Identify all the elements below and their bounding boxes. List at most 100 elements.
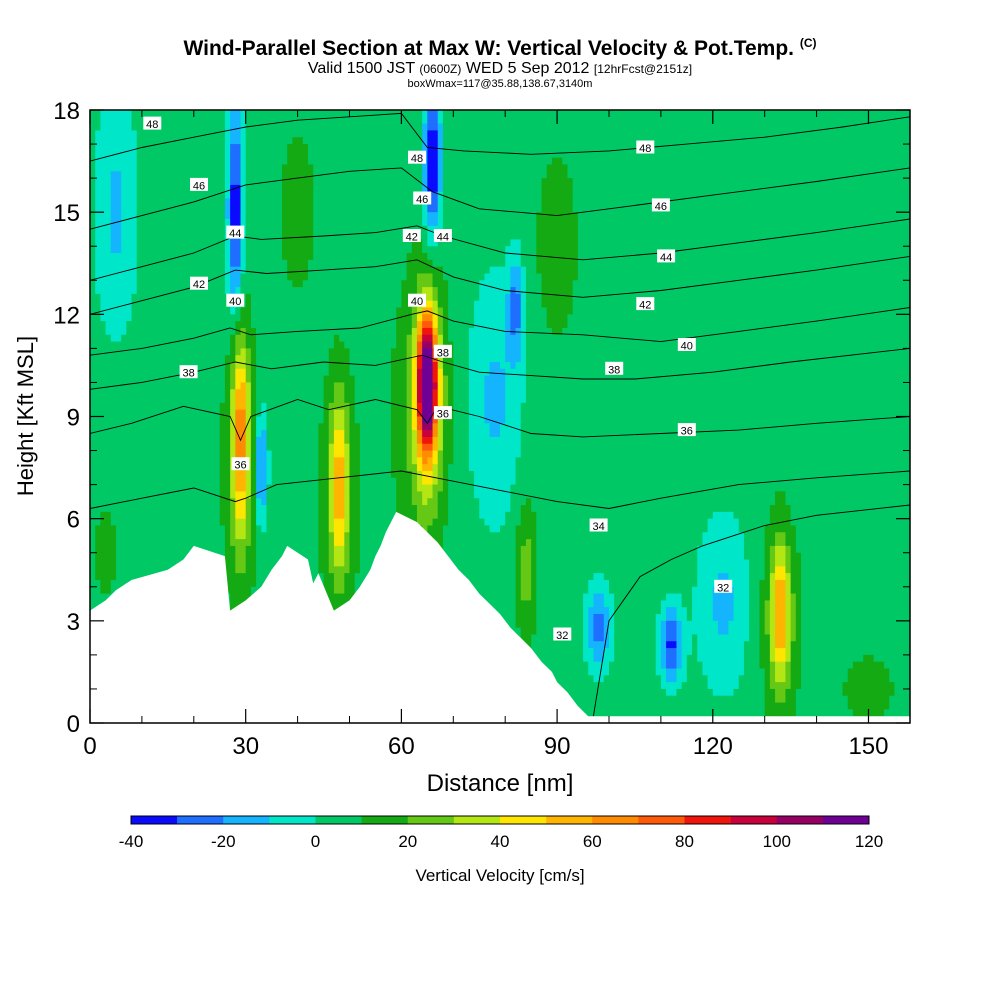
field-cell xyxy=(878,280,885,288)
field-cell xyxy=(743,307,750,315)
field-cell xyxy=(557,191,563,200)
field-cell xyxy=(396,150,402,159)
field-cell xyxy=(500,280,506,288)
field-cell xyxy=(365,280,371,288)
field-cell xyxy=(795,137,802,145)
field-cell xyxy=(894,307,901,315)
field-cell xyxy=(593,280,600,288)
field-cell xyxy=(224,178,231,186)
field-cell xyxy=(105,246,112,254)
field-cell xyxy=(655,157,662,166)
field-cell xyxy=(515,253,522,261)
field-cell xyxy=(282,266,288,275)
field-cell xyxy=(816,307,823,315)
field-cell xyxy=(209,300,216,309)
field-cell xyxy=(198,307,205,315)
field-cell xyxy=(749,307,755,315)
field-cell xyxy=(365,253,371,261)
field-cell xyxy=(743,198,750,206)
field-cell xyxy=(442,137,449,145)
field-cell xyxy=(448,273,454,281)
field-cell xyxy=(858,144,864,152)
field-cell xyxy=(344,123,351,132)
field-cell xyxy=(391,130,397,138)
field-cell xyxy=(816,144,823,152)
field-cell xyxy=(198,259,205,268)
field-cell xyxy=(494,110,501,118)
field-cell xyxy=(510,232,517,241)
field-cell xyxy=(723,164,729,172)
field-cell xyxy=(505,293,511,302)
field-cell xyxy=(671,280,678,288)
field-cell xyxy=(484,198,491,206)
field-cell xyxy=(256,178,262,186)
field-cell xyxy=(266,225,273,234)
field-cell xyxy=(572,198,579,206)
field-cell xyxy=(614,171,620,179)
field-cell xyxy=(660,164,667,172)
field-cell xyxy=(323,144,330,152)
field-cell xyxy=(577,212,584,220)
field-cell xyxy=(391,273,397,281)
field-cell xyxy=(453,246,460,254)
field-cell xyxy=(868,232,875,241)
field-cell xyxy=(328,205,335,213)
field-cell xyxy=(401,205,408,213)
field-cell xyxy=(811,280,818,288)
field-cell xyxy=(276,253,283,261)
field-cell xyxy=(468,239,475,247)
field-cell xyxy=(826,178,833,186)
field-cell xyxy=(858,178,864,186)
field-cell xyxy=(816,232,823,241)
field-cell xyxy=(463,280,470,288)
field-cell xyxy=(302,178,309,186)
field-cell xyxy=(323,321,330,329)
field-cell xyxy=(297,225,304,234)
field-cell xyxy=(577,225,584,234)
field-cell xyxy=(328,232,335,241)
field-cell xyxy=(152,157,159,166)
field-cell xyxy=(240,239,247,247)
field-cell xyxy=(147,144,153,152)
field-cell xyxy=(759,287,766,295)
field-cell xyxy=(634,171,641,179)
field-cell xyxy=(702,164,709,172)
field-cell xyxy=(416,287,423,295)
field-cell xyxy=(619,212,626,220)
field-cell xyxy=(878,137,885,145)
field-cell xyxy=(349,205,356,213)
field-cell xyxy=(354,273,361,281)
field-cell xyxy=(629,246,636,254)
field-cell xyxy=(790,164,797,172)
field-cell xyxy=(557,116,563,125)
field-cell xyxy=(453,253,460,261)
field-cell xyxy=(141,184,148,193)
field-cell xyxy=(105,280,112,288)
field-cell xyxy=(95,150,101,159)
field-cell xyxy=(167,225,174,234)
field-cell xyxy=(479,164,486,172)
field-cell xyxy=(162,178,169,186)
field-cell xyxy=(432,246,439,254)
field-cell xyxy=(583,171,589,179)
field-cell xyxy=(214,157,221,166)
field-cell xyxy=(302,253,309,261)
field-cell xyxy=(136,137,143,145)
field-cell xyxy=(380,123,387,132)
field-cell xyxy=(572,273,579,281)
field-cell xyxy=(634,178,641,186)
field-cell xyxy=(136,300,143,309)
field-cell xyxy=(183,198,190,206)
field-cell xyxy=(655,212,662,220)
field-cell xyxy=(115,130,122,138)
field-cell xyxy=(245,171,252,179)
field-cell xyxy=(287,307,294,315)
field-cell xyxy=(884,246,890,254)
field-cell xyxy=(183,253,190,261)
field-cell xyxy=(634,116,641,125)
field-cell xyxy=(728,150,735,159)
field-cell xyxy=(193,321,200,329)
field-cell xyxy=(795,198,802,206)
field-cell xyxy=(474,178,480,186)
field-cell xyxy=(738,164,745,172)
